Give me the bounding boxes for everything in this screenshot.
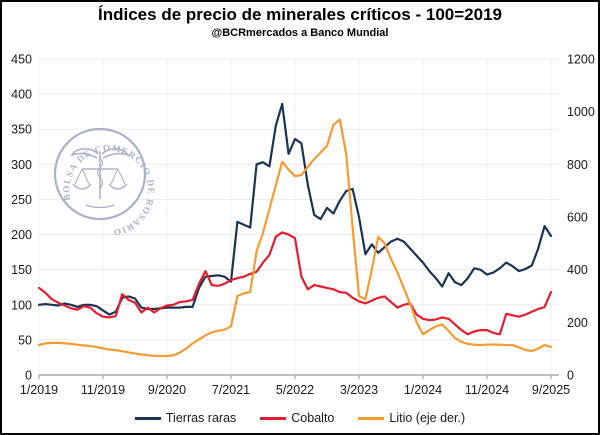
legend-label-litio: Litio (eje der.) [389,411,466,425]
x-tick-label: 5/2022 [276,383,314,397]
y-left-tick-label: 250 [11,193,32,207]
y-left-tick-label: 450 [11,53,32,67]
x-tick-label: 7/2021 [212,383,250,397]
y-left-tick-label: 0 [25,369,32,383]
legend: Tierras raras Cobalto Litio (eje der.) [2,411,598,425]
caduceus-scales-icon [70,148,130,209]
x-tick-label: 11/2024 [465,383,509,397]
chart-title: Índices de precio de minerales críticos … [98,5,502,24]
y-left-tick-label: 350 [11,123,32,137]
series-line-litio-eje-der [37,118,553,358]
x-tick-label: 3/2023 [340,383,378,397]
legend-label-tierras-raras: Tierras raras [165,411,237,425]
y-left-tick-label: 400 [11,88,32,102]
y-left-tick-label: 150 [11,263,32,277]
y-right-tick-label: 600 [567,211,588,225]
legend-item-litio: Litio (eje der.) [358,411,465,425]
legend-label-cobalto: Cobalto [291,411,335,425]
x-tick-label: 9/2025 [532,383,570,397]
y-right-tick-label: 0 [567,369,574,383]
y-left-tick-label: 200 [11,228,32,242]
y-right-tick-label: 800 [567,158,588,172]
y-right-tick-label: 1200 [567,53,595,67]
legend-item-tierras-raras: Tierras raras [134,411,237,425]
bcr-seal-watermark: BOLSA DE COMERCIO DE ROSARIO [53,127,155,238]
legend-item-cobalto: Cobalto [260,411,334,425]
y-left-tick-label: 100 [11,298,32,312]
y-left-tick-label: 300 [11,158,32,172]
legend-line-swatch-tierras-raras [134,416,161,420]
legend-line-swatch-litio [358,416,385,420]
chart-subtitle: @BCRmercados a Banco Mundial [211,27,389,39]
series-line-cobalto [37,231,553,336]
legend-line-swatch-cobalto [260,416,287,420]
x-tick-label: 9/2020 [148,383,186,397]
y-left-tick-label: 50 [18,333,32,347]
x-tick-label: 1/2019 [20,383,58,397]
series-layer [37,102,553,358]
y-right-tick-label: 1000 [567,105,595,119]
y-right-tick-label: 400 [567,263,588,277]
x-tick-label: 11/2019 [81,383,125,397]
y-right-tick-label: 200 [567,316,588,330]
x-tick-label: 1/2024 [404,383,442,397]
